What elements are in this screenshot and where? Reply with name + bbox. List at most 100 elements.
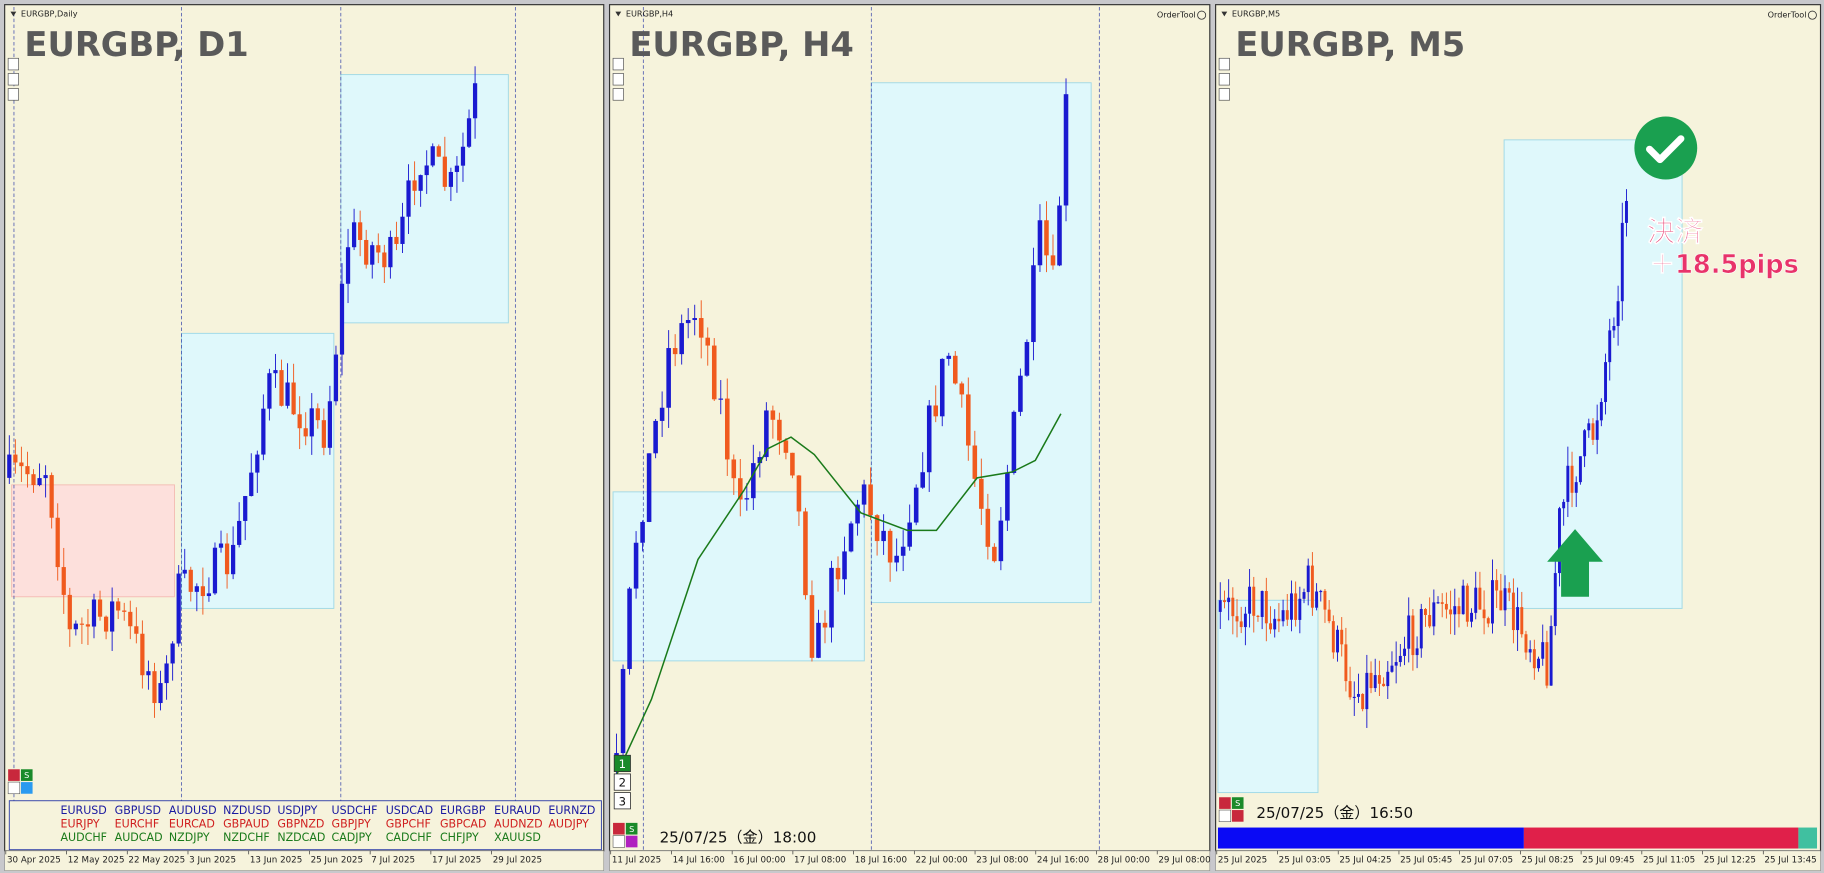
candle-body: [913, 487, 919, 523]
scroll-button[interactable]: [7, 73, 19, 86]
tool-button[interactable]: [1231, 810, 1244, 822]
symbol-link[interactable]: USDCAD: [386, 804, 433, 817]
number-button[interactable]: [613, 754, 631, 773]
symbol-link[interactable]: EURNZD: [548, 804, 595, 817]
symbol-link[interactable]: AUDCHF: [60, 831, 106, 844]
candle-body: [394, 236, 399, 244]
candle-body: [1264, 591, 1268, 624]
candle-body: [1394, 662, 1398, 666]
symbol-link[interactable]: AUDNZD: [494, 818, 542, 831]
candle-body: [1562, 501, 1566, 509]
candle-body: [1608, 330, 1612, 363]
close-button[interactable]: [1219, 797, 1231, 809]
candle-body: [1453, 606, 1457, 615]
scroll-button[interactable]: [7, 57, 19, 71]
scroll-button[interactable]: [1218, 73, 1230, 86]
candle-body: [881, 530, 886, 542]
number-button[interactable]: [613, 773, 631, 791]
candle-body: [998, 520, 1004, 562]
candle-body: [933, 405, 939, 417]
s-button[interactable]: [625, 822, 638, 835]
candle-body: [1478, 587, 1482, 610]
symbol-link[interactable]: NZDUSD: [223, 804, 271, 817]
symbol-link[interactable]: GBPNZD: [277, 818, 324, 831]
candle-body: [31, 474, 36, 486]
symbol-link[interactable]: XAUUSD: [494, 831, 541, 844]
candle-body: [1432, 602, 1436, 627]
symbol-link[interactable]: AUDJPY: [548, 818, 589, 831]
s-button[interactable]: [1231, 797, 1244, 809]
candle-body: [1231, 597, 1235, 617]
symbol-link[interactable]: EURJPY: [60, 818, 99, 831]
candle-body: [1390, 665, 1394, 672]
scroll-button[interactable]: [612, 88, 624, 101]
panel-label: EURGBP,M5: [1232, 8, 1280, 18]
symbol-link[interactable]: NZDCHF: [223, 831, 270, 844]
tool-button[interactable]: [20, 782, 33, 794]
candle-body: [972, 445, 978, 479]
candle-body: [692, 318, 697, 321]
candle-body: [285, 382, 290, 406]
close-button[interactable]: [613, 822, 625, 835]
order-tool[interactable]: OrderTool: [1157, 10, 1196, 20]
scroll-button[interactable]: [7, 88, 19, 101]
candle-body: [237, 520, 242, 545]
number-button[interactable]: [613, 792, 631, 810]
symbol-link[interactable]: AUDCAD: [115, 831, 163, 844]
symbol-link[interactable]: GBPUSD: [115, 804, 161, 817]
x-tick-label: 25 Jun 2025: [311, 856, 363, 866]
x-tick-label: 11 Jul 2025: [612, 856, 661, 866]
candle-body: [364, 239, 369, 265]
candle-body: [1491, 580, 1494, 624]
symbol-link[interactable]: EURAUD: [494, 804, 540, 817]
symbol-link[interactable]: EURCHF: [115, 818, 160, 831]
candle-body: [1373, 675, 1377, 689]
scroll-button[interactable]: [612, 57, 624, 71]
zone-box: [1503, 139, 1683, 609]
symbol-link[interactable]: USDCHF: [332, 804, 378, 817]
symbol-link[interactable]: CADCHF: [386, 831, 432, 844]
symbol-link[interactable]: CHFJPY: [440, 831, 479, 844]
symbol-link[interactable]: NZDJPY: [169, 831, 210, 844]
tool-button[interactable]: [612, 835, 625, 848]
symbol-link[interactable]: CADJPY: [332, 831, 372, 844]
symbol-link[interactable]: GBPCHF: [386, 818, 431, 831]
candle-body: [358, 222, 363, 240]
tool-button[interactable]: [1218, 809, 1232, 823]
symbol-link[interactable]: EURCAD: [169, 818, 215, 831]
symbol-link[interactable]: GBPJPY: [332, 818, 371, 831]
symbol-link[interactable]: USDJPY: [277, 804, 317, 817]
symbol-link[interactable]: GBPAUD: [223, 818, 269, 831]
x-tick-label: 29 Jul 08:00: [1158, 856, 1210, 866]
scroll-button[interactable]: [612, 73, 624, 86]
candle-body: [1503, 588, 1507, 611]
candle-body: [1252, 586, 1256, 616]
timestamp: 25/07/25（金）16:50: [1256, 804, 1413, 822]
tool-button[interactable]: [7, 781, 21, 795]
candle-body: [1566, 465, 1570, 502]
candle-body: [224, 543, 230, 575]
tool-button[interactable]: [625, 835, 638, 848]
up-arrow: [1547, 529, 1603, 597]
candle-body: [1457, 606, 1461, 615]
symbol-link[interactable]: NZDCAD: [277, 831, 325, 844]
symbol-link[interactable]: AUDUSD: [169, 804, 217, 817]
close-button[interactable]: [8, 769, 20, 781]
candle-body: [1281, 610, 1285, 622]
scroll-button[interactable]: [1218, 88, 1230, 101]
x-tick-label: 22 May 2025: [128, 856, 185, 866]
candle-body: [1057, 205, 1062, 266]
candle-body: [1336, 629, 1339, 653]
symbol-link[interactable]: EURUSD: [60, 804, 106, 817]
candle-body: [418, 175, 423, 191]
candle-body: [920, 472, 925, 488]
candle-body: [646, 453, 652, 522]
s-button[interactable]: [20, 769, 33, 781]
candle-body: [666, 348, 671, 408]
symbol-link[interactable]: EURGBP: [440, 804, 486, 817]
scroll-button[interactable]: [1218, 57, 1230, 71]
candle-body: [315, 408, 320, 421]
order-tool[interactable]: OrderTool: [1768, 10, 1807, 20]
symbol-link[interactable]: GBPCAD: [440, 818, 487, 831]
x-tick-label: 25 Jul 04:25: [1339, 856, 1391, 866]
